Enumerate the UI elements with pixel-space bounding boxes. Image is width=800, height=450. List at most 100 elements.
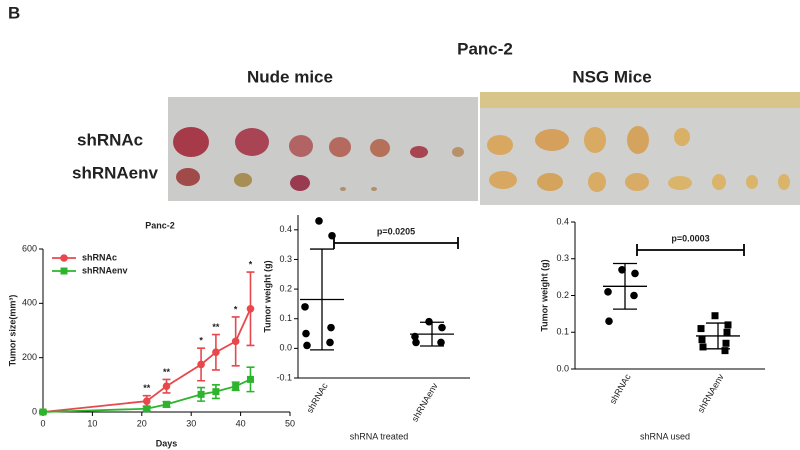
y-tick-label: 0.3 bbox=[556, 253, 569, 263]
data-point bbox=[197, 390, 205, 398]
photo bbox=[480, 92, 800, 205]
y-tick-label: 0.0 bbox=[556, 363, 569, 373]
y-tick-label: 0.1 bbox=[556, 327, 569, 337]
photo-background bbox=[168, 97, 478, 201]
x-tick-label: 20 bbox=[137, 418, 147, 428]
data-point bbox=[197, 360, 205, 369]
y-axis-label: Tumor weight (g) bbox=[262, 260, 272, 332]
tumor bbox=[487, 135, 513, 155]
significance-mark: * bbox=[199, 336, 203, 346]
tumor bbox=[234, 173, 252, 187]
tumor bbox=[627, 126, 649, 154]
y-tick-label: 600 bbox=[22, 243, 37, 253]
x-tick-label: 40 bbox=[236, 418, 246, 428]
tumor bbox=[778, 174, 790, 190]
comparison-bracket bbox=[333, 237, 459, 249]
photo-title: NSG Mice bbox=[572, 67, 651, 86]
tumor bbox=[289, 135, 313, 157]
data-point bbox=[437, 338, 445, 347]
panel-letter: B bbox=[8, 3, 20, 22]
significance-mark: ** bbox=[212, 322, 220, 332]
data-point bbox=[327, 323, 335, 332]
x-axis-label: shRNA used bbox=[640, 431, 690, 441]
y-tick-label: 0.4 bbox=[279, 224, 292, 234]
row-label: shRNAenv bbox=[72, 163, 159, 182]
x-tick-label: 0 bbox=[40, 418, 45, 428]
data-point bbox=[604, 288, 612, 296]
tumor bbox=[290, 175, 310, 191]
y-tick-label: 200 bbox=[22, 352, 37, 362]
y-tick-label: 0.3 bbox=[279, 254, 292, 264]
x-axis-label: Days bbox=[156, 438, 178, 448]
tumor bbox=[235, 128, 269, 156]
data-point bbox=[411, 332, 419, 341]
data-point bbox=[212, 388, 220, 396]
data-point bbox=[142, 397, 151, 405]
data-point bbox=[302, 329, 310, 338]
tumor bbox=[340, 187, 346, 191]
y-tick-label: 0.4 bbox=[556, 216, 569, 226]
data-point bbox=[723, 328, 731, 336]
data-point bbox=[724, 321, 732, 329]
p-value: p=0.0205 bbox=[377, 226, 415, 236]
legend-label: shRNAc bbox=[82, 252, 117, 262]
row-label: shRNAc bbox=[77, 130, 143, 149]
x-axis-label: shRNA treated bbox=[350, 431, 409, 441]
data-point bbox=[698, 336, 706, 344]
x-tick-label: shRNAc bbox=[305, 381, 330, 415]
data-point bbox=[212, 348, 220, 357]
y-axis-label: Tumor weight (g) bbox=[539, 259, 549, 331]
data-point bbox=[326, 338, 334, 347]
y-tick-label: 0.0 bbox=[279, 343, 292, 353]
data-point bbox=[605, 317, 613, 326]
data-point bbox=[163, 400, 170, 408]
data-point bbox=[697, 325, 705, 333]
legend-label: shRNAenv bbox=[82, 265, 128, 275]
data-point bbox=[630, 291, 638, 300]
data-point bbox=[721, 347, 729, 355]
x-tick-label: shRNAenv bbox=[696, 372, 726, 415]
tumor bbox=[370, 139, 390, 157]
tumor bbox=[625, 173, 649, 191]
data-point bbox=[412, 338, 420, 347]
data-point bbox=[301, 303, 309, 311]
data-point bbox=[246, 375, 254, 383]
significance-mark: * bbox=[249, 259, 253, 269]
legend-marker bbox=[60, 254, 68, 262]
y-tick-label: 0.2 bbox=[556, 290, 569, 300]
y-tick-label: 0.2 bbox=[279, 283, 292, 293]
data-point bbox=[315, 217, 323, 225]
data-point bbox=[143, 405, 151, 413]
tumor bbox=[452, 147, 464, 157]
tumor bbox=[371, 187, 377, 191]
tumor bbox=[668, 176, 692, 190]
y-tick-label: 0 bbox=[32, 406, 37, 416]
sd-bar bbox=[310, 248, 334, 351]
significance-mark: ** bbox=[163, 367, 171, 377]
x-tick-label: shRNAenv bbox=[410, 381, 440, 424]
tumor bbox=[410, 146, 428, 158]
ruler bbox=[480, 92, 800, 108]
chart-title: Panc-2 bbox=[145, 220, 175, 230]
tumor bbox=[173, 127, 209, 157]
figure-title: Panc-2 bbox=[457, 39, 513, 58]
tumor bbox=[588, 172, 606, 192]
tumor bbox=[535, 129, 569, 151]
photo-title: Nude mice bbox=[247, 67, 333, 86]
x-tick-label: 50 bbox=[285, 418, 295, 428]
data-point bbox=[631, 269, 639, 278]
data-point bbox=[39, 408, 47, 416]
tumor bbox=[712, 174, 726, 190]
data-point bbox=[618, 265, 626, 274]
comparison-bracket bbox=[636, 244, 745, 256]
data-point bbox=[303, 341, 311, 350]
x-tick-label: shRNAc bbox=[608, 372, 633, 406]
y-tick-label: 400 bbox=[22, 298, 37, 308]
data-point bbox=[231, 337, 240, 346]
tumor bbox=[674, 128, 690, 146]
tumor bbox=[537, 173, 563, 191]
legend-marker bbox=[60, 267, 68, 275]
data-point bbox=[438, 323, 446, 332]
tumor bbox=[746, 175, 758, 189]
data-point bbox=[722, 339, 730, 347]
